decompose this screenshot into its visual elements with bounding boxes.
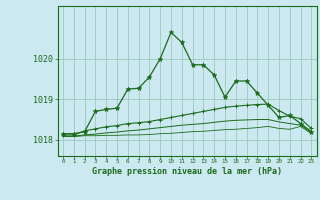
- X-axis label: Graphe pression niveau de la mer (hPa): Graphe pression niveau de la mer (hPa): [92, 167, 282, 176]
